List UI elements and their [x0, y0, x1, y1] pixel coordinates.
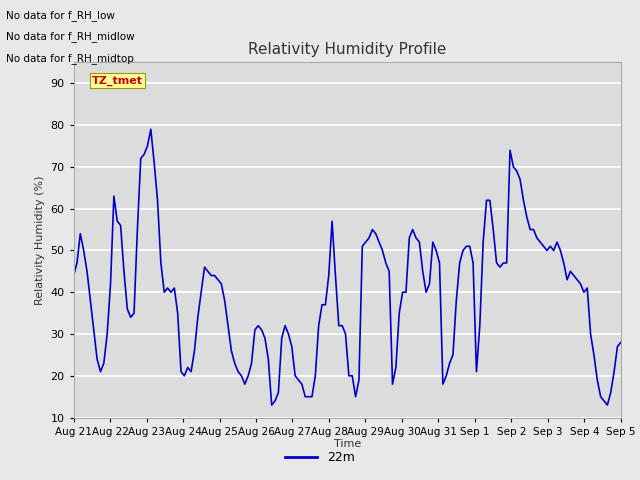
Text: No data for f_RH_midtop: No data for f_RH_midtop	[6, 53, 134, 64]
Text: No data for f_RH_low: No data for f_RH_low	[6, 10, 115, 21]
Text: No data for f_RH_midlow: No data for f_RH_midlow	[6, 31, 135, 42]
Legend: 22m: 22m	[280, 446, 360, 469]
X-axis label: Time: Time	[333, 439, 361, 449]
Y-axis label: Relativity Humidity (%): Relativity Humidity (%)	[35, 175, 45, 305]
Title: Relativity Humidity Profile: Relativity Humidity Profile	[248, 42, 446, 57]
Text: TZ_tmet: TZ_tmet	[92, 75, 143, 85]
